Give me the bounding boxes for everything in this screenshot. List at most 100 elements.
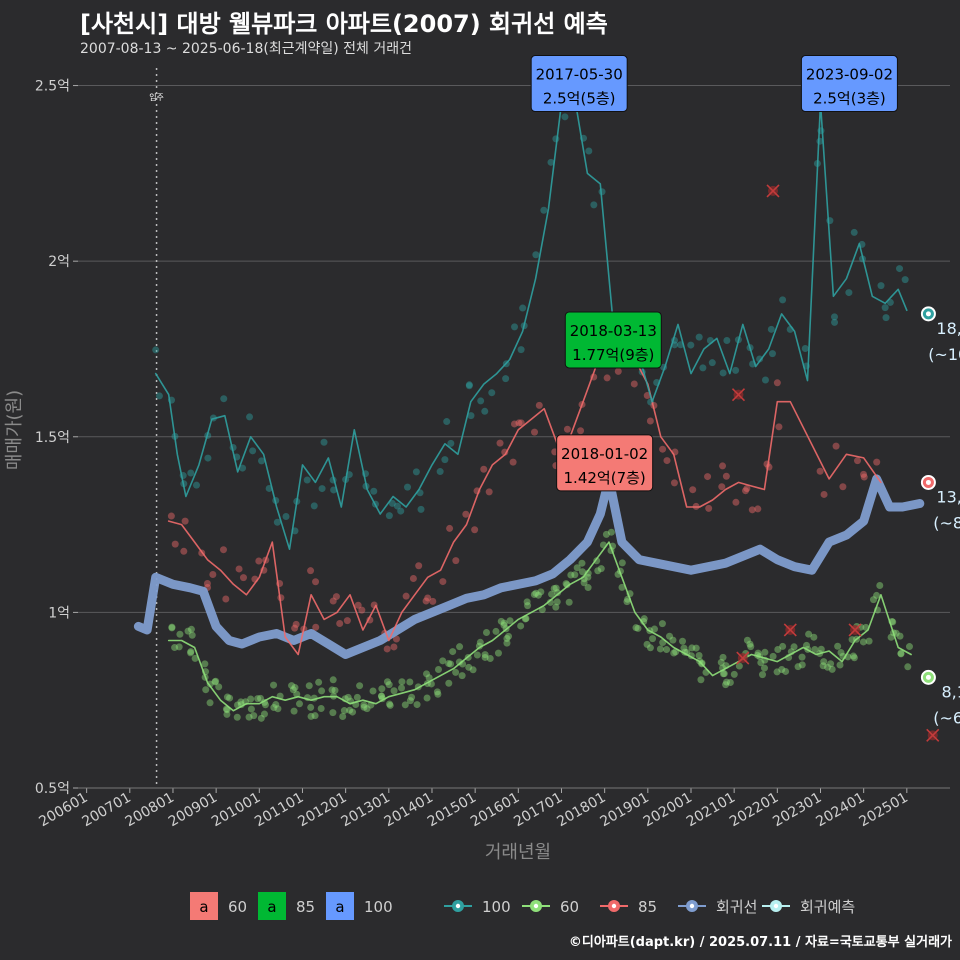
scatter-point	[561, 113, 569, 121]
x-tick-label: 202501	[857, 790, 911, 831]
scatter-point	[202, 686, 210, 694]
scatter-point	[801, 345, 809, 353]
scatter-point	[618, 583, 626, 591]
scatter-point	[646, 644, 654, 652]
scatter-point	[425, 674, 433, 682]
scatter-point	[422, 597, 430, 605]
x-tick-label: 201001	[209, 790, 263, 831]
scatter-point	[329, 597, 337, 605]
scatter-point	[406, 678, 414, 686]
scatter-point	[597, 565, 605, 573]
scatter-point	[640, 615, 648, 623]
scatter-point	[828, 665, 836, 673]
scatter-point	[486, 655, 494, 663]
x-tick-label: 201701	[511, 790, 565, 831]
scatter-point	[897, 649, 905, 657]
scatter-point	[246, 413, 254, 421]
x-tick-label: 201501	[425, 790, 479, 831]
x-tick-label: 202001	[641, 790, 695, 831]
legend-key: a	[199, 898, 208, 916]
scatter-point	[409, 575, 417, 583]
scatter-point	[692, 644, 700, 652]
scatter-point	[307, 712, 315, 720]
scatter-point	[358, 606, 366, 614]
scatter-point	[881, 304, 889, 312]
scatter-point	[719, 369, 727, 377]
scatter-point	[167, 512, 175, 520]
scatter-point	[480, 465, 488, 473]
scatter-point	[563, 581, 571, 589]
scatter-point	[330, 486, 338, 494]
scatter-point	[239, 574, 247, 582]
scatter-point	[876, 581, 884, 589]
scatter-point	[187, 648, 195, 656]
scatter-point	[346, 706, 354, 714]
scatter-point	[206, 680, 214, 688]
scatter-point	[659, 445, 667, 453]
scatter-point	[476, 638, 484, 646]
scatter-point	[824, 663, 832, 671]
scatter-point	[515, 419, 523, 427]
scatter-point	[465, 663, 473, 671]
scatter-point	[383, 645, 391, 653]
scatter-point	[501, 448, 509, 456]
scatter-point	[386, 701, 394, 709]
scatter-point	[398, 678, 406, 686]
scatter-point	[469, 666, 477, 674]
scatter-point	[643, 392, 651, 400]
scatter-point	[318, 687, 326, 695]
scatter-point	[343, 617, 351, 625]
scatter-point	[258, 457, 266, 465]
scatter-point	[261, 701, 269, 709]
scatter-point	[187, 649, 195, 657]
scatter-point	[187, 625, 195, 633]
annotation-price: 1.42억(7층)	[564, 469, 646, 487]
scatter-point	[670, 479, 678, 487]
scatter-point	[385, 681, 393, 689]
scatter-point	[494, 649, 502, 657]
scatter-point	[534, 591, 542, 599]
scatter-point	[850, 228, 858, 236]
scatter-point	[168, 623, 176, 631]
scatter-point	[820, 490, 828, 498]
scatter-point	[370, 487, 378, 495]
prediction-point-core	[925, 311, 931, 317]
x-tick-label: 201101	[252, 790, 306, 831]
scatter-point	[290, 707, 298, 715]
scatter-point	[406, 697, 414, 705]
legend-label: 회귀선	[716, 898, 757, 916]
scatter-point	[509, 458, 517, 466]
scatter-point	[320, 438, 328, 446]
legend-label: 85	[296, 898, 315, 916]
cancel-x-mark	[848, 623, 862, 637]
scatter-point	[853, 457, 861, 465]
scatter-point	[816, 467, 824, 475]
scatter-point	[760, 664, 768, 672]
scatter-point	[503, 634, 511, 642]
scatter-point	[718, 483, 726, 491]
scatter-point	[565, 598, 573, 606]
scatter-point	[260, 710, 268, 718]
scatter-point	[447, 439, 455, 447]
scatter-point	[465, 381, 473, 389]
scatter-point	[360, 703, 368, 711]
scatter-point	[722, 681, 730, 689]
legend-point-core	[455, 903, 461, 909]
scatter-point	[803, 641, 811, 649]
scatter-point	[492, 627, 500, 635]
scatter-point	[223, 693, 231, 701]
x-tick-label: 200901	[166, 790, 220, 831]
legend-key: a	[335, 898, 344, 916]
scatter-point	[697, 676, 705, 684]
prediction-value: 8,150	[942, 682, 960, 701]
scatter-point	[447, 660, 455, 668]
scatter-point	[547, 158, 555, 166]
y-tick-label: 1.5억	[35, 430, 70, 446]
annotation-bg	[530, 55, 628, 113]
scatter-point	[811, 645, 819, 653]
scatter-point	[782, 667, 790, 675]
scatter-point	[239, 464, 247, 472]
scatter-point	[201, 660, 209, 668]
scatter-point	[578, 559, 586, 567]
